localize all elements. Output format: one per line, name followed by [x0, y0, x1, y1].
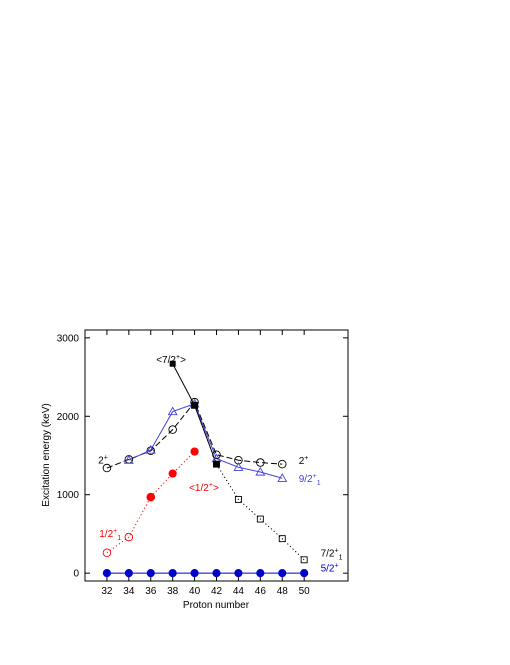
- data-point: [213, 460, 220, 468]
- x-tick-label: 50: [299, 586, 311, 597]
- data-point: [168, 425, 177, 434]
- annotation-base: <7/2: [156, 355, 176, 366]
- annotation-label: 7/2+1: [321, 548, 343, 562]
- data-point: [233, 462, 244, 471]
- annotation-sub: 1: [339, 555, 343, 562]
- data-point: [146, 446, 155, 456]
- annotation-tail: >: [180, 355, 186, 366]
- annotation-sup: +: [104, 454, 108, 461]
- axis-tick-labels: 32 34 36 38 40 42 44 46 48 50 0 1000 2000 3000: [57, 333, 310, 597]
- data-point: [300, 569, 309, 578]
- x-tick-label: 44: [233, 586, 245, 597]
- x-axis-label: Proton number: [183, 600, 250, 611]
- series-line: [128, 403, 283, 479]
- annotation-sup: +: [209, 482, 213, 489]
- y-axis-label: Excitation energy (keV): [41, 403, 52, 506]
- data-point: [124, 532, 134, 542]
- data-point: [278, 459, 287, 469]
- annotation-sup: +: [304, 455, 308, 462]
- y-tick-label: 1000: [57, 490, 80, 501]
- annotation-base: 7/2: [321, 549, 335, 560]
- annotation-base: 2: [98, 455, 104, 466]
- data-point: [191, 401, 199, 409]
- annotation-sup: +: [113, 528, 117, 535]
- annotation-sup: +: [335, 548, 339, 555]
- annotation-tail: >: [213, 483, 219, 494]
- data-point: [102, 463, 112, 473]
- x-tick-label: 40: [189, 586, 201, 597]
- annotation-base: <1/2: [189, 483, 209, 494]
- annotation-base: 2: [299, 456, 305, 467]
- annotation-label: <1/2+>: [189, 482, 219, 494]
- annotation-label: 2+: [98, 454, 108, 466]
- annotation-sub: 1: [317, 480, 321, 487]
- x-tick-label: 34: [123, 586, 135, 597]
- data-point: [234, 569, 243, 578]
- y-tick-label: 3000: [57, 333, 80, 344]
- annotation-label: 2+: [299, 455, 309, 467]
- data-point: [167, 406, 178, 416]
- x-tick-label: 38: [167, 586, 179, 597]
- data-point: [234, 495, 242, 503]
- annotation-sup: +: [335, 563, 339, 570]
- annotation-sub: 1: [117, 535, 121, 542]
- annotation-sup: +: [176, 354, 180, 361]
- annotation-label: 9/2+1: [299, 473, 321, 487]
- annotations: <7/2+>2+<1/2+>1/2+12+9/2+17/2+15/2+: [98, 354, 342, 575]
- y-tick-label: 0: [73, 569, 79, 580]
- data-point: [256, 515, 264, 523]
- data-point: [123, 455, 134, 464]
- annotation-sup: +: [313, 473, 317, 480]
- data-point: [212, 569, 221, 578]
- series-lines: [106, 363, 305, 574]
- data-point: [146, 492, 155, 502]
- data-point: [278, 569, 287, 578]
- data-point: [190, 447, 199, 456]
- data-point: [124, 569, 133, 578]
- y-tick-label: 2000: [57, 412, 80, 423]
- data-point: [169, 360, 176, 367]
- data-point: [213, 461, 220, 468]
- data-point: [191, 402, 198, 409]
- data-point: [300, 556, 308, 564]
- x-tick-label: 36: [145, 586, 157, 597]
- data-point: [146, 569, 155, 578]
- annotation-label: 5/2+: [321, 563, 339, 575]
- series-line: [150, 451, 195, 498]
- data-point: [234, 455, 243, 465]
- annotation-label: <7/2+>: [156, 354, 186, 366]
- x-tick-label: 42: [211, 586, 223, 597]
- data-point: [256, 458, 265, 467]
- data-point: [277, 473, 288, 482]
- data-point: [212, 450, 221, 459]
- annotation-base: 9/2: [299, 474, 313, 485]
- data-point: [145, 444, 156, 454]
- axis-ticks: [85, 330, 348, 581]
- annotation-base: 1/2: [99, 529, 113, 540]
- series-line: [106, 496, 152, 554]
- x-tick-label: 32: [101, 586, 113, 597]
- data-point: [102, 569, 112, 578]
- data-point: [190, 569, 199, 578]
- x-tick-label: 46: [255, 586, 267, 597]
- data-point: [255, 466, 266, 476]
- data-point: [278, 535, 286, 543]
- data-point: [102, 548, 112, 558]
- data-point: [168, 469, 177, 478]
- annotation-base: 5/2: [321, 564, 335, 575]
- annotation-label: 1/2+1: [99, 528, 121, 542]
- x-tick-label: 48: [277, 586, 289, 597]
- series-markers: [102, 360, 309, 578]
- data-point: [256, 569, 265, 578]
- data-point: [168, 569, 177, 578]
